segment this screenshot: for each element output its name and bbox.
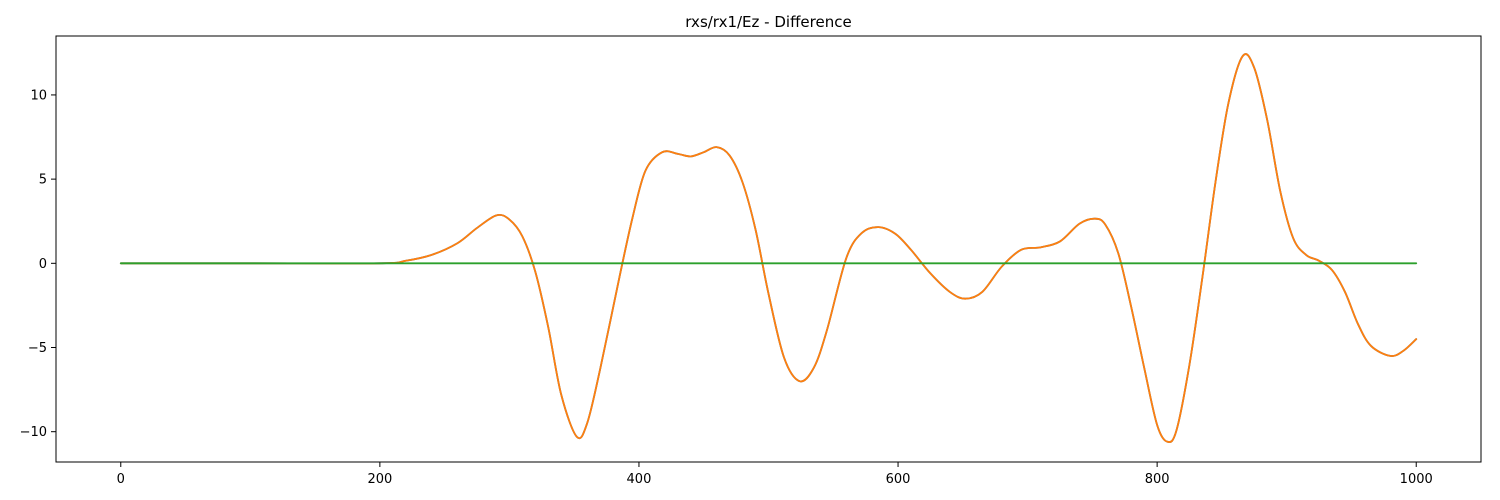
series-line-1 [119,53,1418,444]
y-tick-label: −5 [28,341,47,356]
x-tick-label: 800 [1145,472,1170,487]
plot-area [119,53,1418,444]
y-tick-label: −10 [20,425,47,440]
y-tick-label: 10 [30,88,47,103]
x-tick-label: 200 [367,472,392,487]
y-axis: 10 5 0 −5 −10 [20,88,56,440]
chart-title: rxs/rx1/Ez - Difference [685,13,851,31]
series-line-2 [119,53,1418,444]
x-tick-label: 1000 [1400,472,1433,487]
axes-frame [55,35,1482,463]
x-tick-label: 0 [117,472,125,487]
x-axis: 0 200 400 600 800 1000 [117,462,1433,487]
y-tick-label: 0 [39,257,47,272]
x-tick-label: 600 [886,472,911,487]
x-tick-label: 400 [627,472,652,487]
y-tick-label: 5 [39,173,47,188]
